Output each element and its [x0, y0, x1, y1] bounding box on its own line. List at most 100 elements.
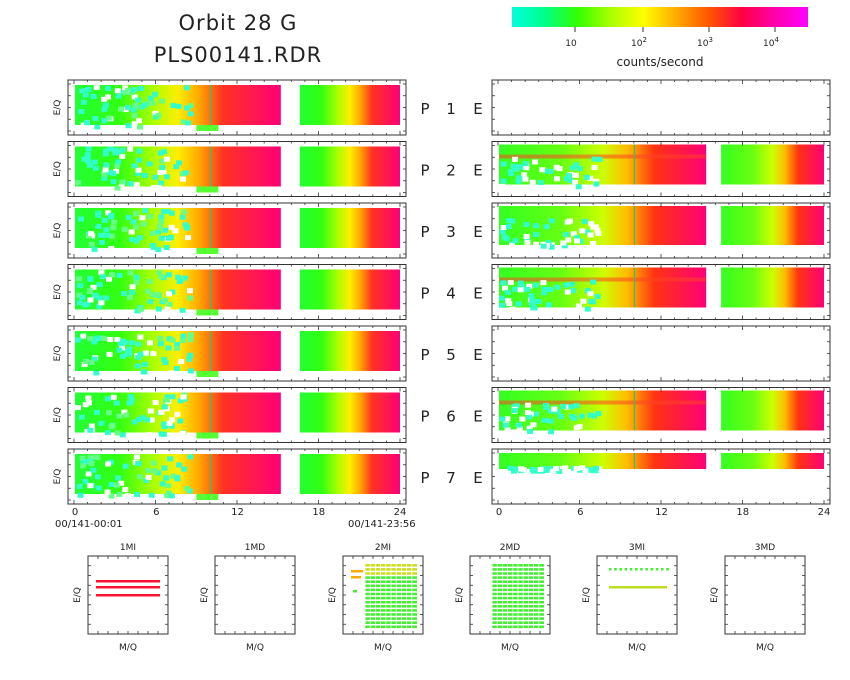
- mq-panel: 1MD E/Q M/Q: [200, 543, 296, 653]
- mq-panel-title: 3MD: [755, 543, 775, 553]
- p-spectrogram-data: [299, 208, 400, 248]
- mq-y-label: E/Q: [73, 587, 83, 603]
- row-label-p: P: [420, 469, 429, 487]
- e-spectrogram-data: [721, 390, 824, 431]
- spectrogram-row: E/Q P 4 E: [53, 264, 831, 320]
- y-axis-label: E/Q: [53, 346, 63, 362]
- mq-panel-title: 1MD: [245, 543, 265, 553]
- e-spectrogram-data: [721, 453, 824, 469]
- row-label-p: P: [420, 285, 429, 303]
- mq-y-label: E/Q: [200, 587, 210, 603]
- mq-panel-title: 1MI: [120, 543, 136, 553]
- row-label-number: 5: [446, 346, 456, 364]
- row-label-e: E: [473, 408, 482, 426]
- row-label-p: P: [420, 162, 429, 180]
- row-label-number: 3: [446, 223, 456, 241]
- x-tick-label: 18: [736, 507, 749, 518]
- p-spectrogram-data: [299, 331, 400, 371]
- spectrogram-row: E/Q P 3 E: [53, 202, 831, 259]
- mq-panel: 3MI E/Q M/Q: [582, 543, 678, 653]
- spectrogram-row: E/Q P 2 E: [53, 141, 831, 197]
- row-label-e: E: [473, 162, 482, 180]
- e-panel-frame: [491, 325, 831, 382]
- mq-panel: 2MD E/Q M/Q: [455, 543, 551, 653]
- p-spectrogram-data: [299, 146, 400, 187]
- row-label-e: E: [473, 285, 482, 303]
- mq-x-label: M/Q: [119, 643, 137, 653]
- colorbar-tick-label: 103: [697, 36, 713, 49]
- row-label-p: P: [420, 346, 429, 364]
- p-spectrogram-data: [299, 392, 400, 433]
- colorbar-ticks: 10 102 103 104: [565, 27, 779, 49]
- mq-line: [96, 586, 160, 589]
- mq-panel-title: 2MD: [500, 543, 520, 553]
- mq-x-label: M/Q: [246, 643, 264, 653]
- row-label-number: 7: [446, 469, 456, 487]
- x-tick-label: 0: [72, 507, 78, 518]
- e-spectrogram-data: [499, 453, 707, 469]
- colorbar-tick-label: 104: [763, 36, 779, 49]
- p-spectrogram-data: [299, 454, 400, 494]
- row-label-e: E: [473, 346, 482, 364]
- mq-x-label: M/Q: [628, 643, 646, 653]
- y-axis-label: E/Q: [53, 407, 63, 423]
- spectrogram-row: E/Q P 5 E: [53, 325, 831, 382]
- title-line2: PLS00141.RDR: [154, 43, 323, 67]
- row-label-number: 1: [446, 100, 456, 118]
- x-tick-label: 12: [655, 507, 668, 518]
- mq-y-label: E/Q: [582, 587, 592, 603]
- p-spectrogram-data: [75, 454, 281, 494]
- mq-panel-title: 3MI: [629, 543, 645, 553]
- mq-panel-frame: [724, 555, 806, 635]
- colorbar-tick-label: 102: [631, 36, 647, 49]
- x-tick-label: 6: [577, 507, 583, 518]
- mq-panels: 1MI E/Q M/Q 1MD E/Q M/Q 2MI E/Q M/Q 2MD E/Q M/Q 3MI E…: [73, 543, 806, 653]
- colorbar: [512, 7, 808, 27]
- row-label-p: P: [420, 408, 429, 426]
- x-tick-label: 12: [231, 507, 244, 518]
- mq-y-label: E/Q: [455, 587, 465, 603]
- mq-y-label: E/Q: [328, 587, 338, 603]
- y-axis-label: E/Q: [53, 223, 63, 239]
- y-axis-label: E/Q: [53, 469, 63, 485]
- spectrogram-row: E/Q P 1 E: [53, 79, 831, 136]
- row-label-e: E: [473, 469, 482, 487]
- x-tick-labels-left: 0 6 12 18 24: [72, 507, 407, 518]
- mq-line: [96, 594, 160, 597]
- e-spectrogram-data: [721, 206, 824, 245]
- mq-panel-frame: [596, 555, 678, 635]
- colorbar-label: counts/second: [617, 55, 704, 69]
- row-label-e: E: [473, 100, 482, 118]
- mq-panel: 2MI E/Q M/Q: [328, 543, 424, 653]
- spectrogram-row: E/Q P 7 E: [53, 448, 831, 505]
- spectrogram-rows: E/Q P 1 EE/Q P 2 EE/Q P 3 EE/Q P 4 EE/Q P 5 EE/Q P 6 EE/Q P…: [53, 79, 831, 505]
- mq-panel-frame: [214, 555, 296, 635]
- time-end-label: 00/141-23:56: [348, 519, 416, 530]
- x-tick-labels-right: 0 6 12 18 24: [496, 507, 831, 518]
- y-axis-label: E/Q: [53, 100, 63, 116]
- row-label-number: 2: [446, 162, 456, 180]
- title-line1: Orbit 28 G: [179, 11, 298, 35]
- p-spectrogram-data: [299, 269, 400, 310]
- x-tick-label: 24: [818, 507, 831, 518]
- y-axis-label: E/Q: [53, 284, 63, 300]
- row-label-number: 4: [446, 285, 456, 303]
- spectrogram-row: E/Q P 6 E: [53, 387, 831, 443]
- row-label-e: E: [473, 223, 482, 241]
- mq-line: [96, 580, 160, 583]
- row-label-p: P: [420, 223, 429, 241]
- row-label-number: 6: [446, 408, 456, 426]
- colorbar-tick-label: 10: [565, 39, 577, 49]
- mq-x-label: M/Q: [501, 643, 519, 653]
- mq-y-label: E/Q: [710, 587, 720, 603]
- time-start-label: 00/141-00:01: [55, 519, 123, 530]
- mq-x-label: M/Q: [374, 643, 392, 653]
- e-panel-frame: [491, 79, 831, 136]
- row-label-p: P: [420, 100, 429, 118]
- e-spectrogram-data: [721, 267, 824, 308]
- mq-panel-title: 2MI: [375, 543, 391, 553]
- mq-panel: 1MI E/Q M/Q: [73, 543, 169, 653]
- y-axis-label: E/Q: [53, 161, 63, 177]
- mq-x-label: M/Q: [756, 643, 774, 653]
